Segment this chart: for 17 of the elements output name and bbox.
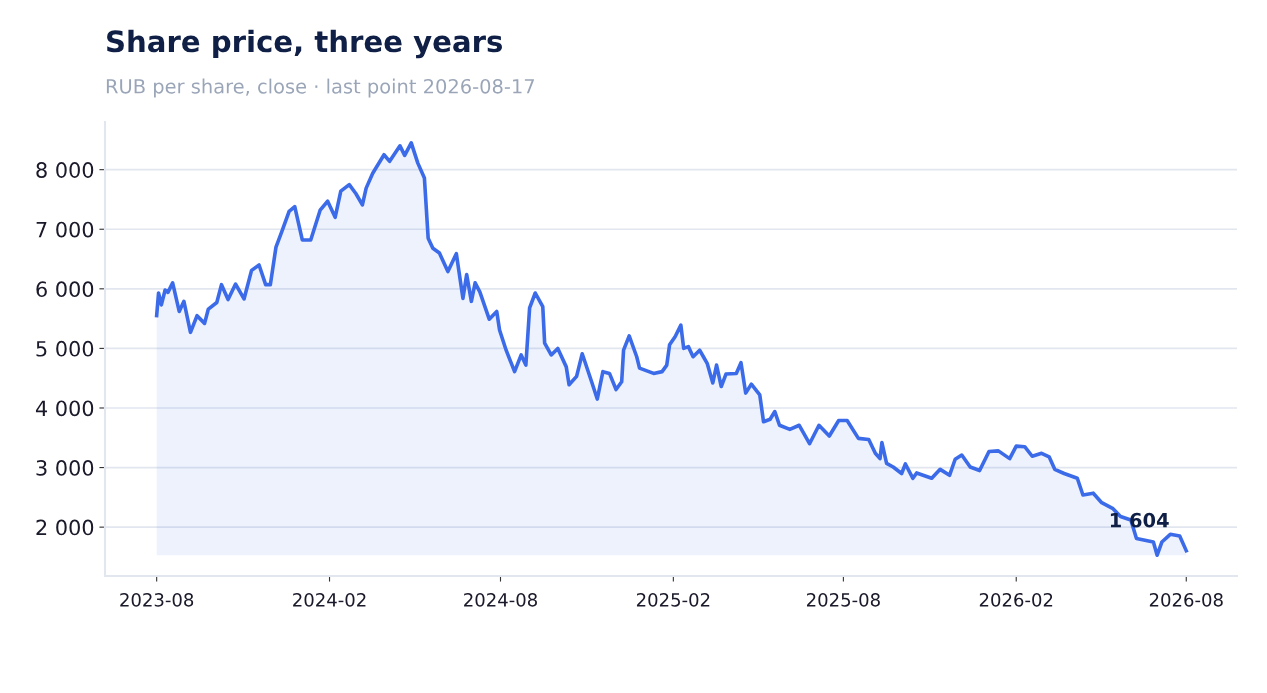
x-tick-label: 2025-08 [806, 592, 880, 607]
x-tick-label: 2024-08 [464, 592, 537, 607]
y-tick-label: 8 000 [36, 162, 94, 178]
x-tick-label: 2026-08 [1149, 592, 1223, 607]
y-tick-label: 4 000 [35, 400, 94, 417]
annotation: 1 604 [1110, 512, 1169, 528]
x-tick-label: 2024-02 [293, 592, 366, 607]
x-tick-label: 2023-08 [120, 592, 194, 607]
y-tick-label: 7 000 [36, 221, 94, 238]
y-tick-label: 3 000 [36, 460, 94, 476]
x-tick-label: 2026-02 [979, 592, 1053, 607]
y-tick-label: 6 000 [36, 281, 94, 298]
y-tick-label: 2 000 [36, 519, 94, 536]
x-tick-label: 2025-02 [636, 592, 710, 607]
chart-title: Share price, three years [107, 29, 502, 59]
y-tick-label: 5 000 [36, 340, 94, 357]
chart-subtitle: RUB per share, close · last point 2026-08-17 [106, 78, 534, 98]
